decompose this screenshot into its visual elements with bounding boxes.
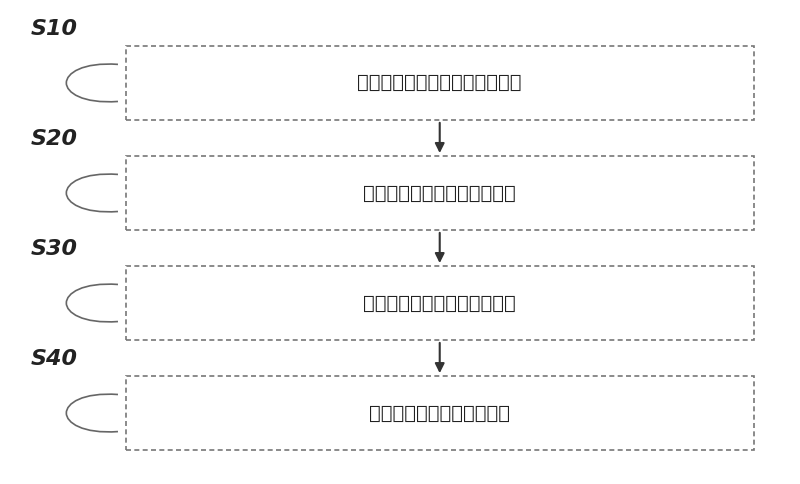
Text: 相变内存的周期性耗频均衡: 相变内存的周期性耗频均衡 xyxy=(370,404,510,423)
Text: 相变内存的物理内存回收管理: 相变内存的物理内存回收管理 xyxy=(363,293,516,313)
Text: 相变内存相关数据结构的初始化: 相变内存相关数据结构的初始化 xyxy=(358,74,522,92)
Bar xyxy=(126,266,754,340)
Bar xyxy=(126,376,754,450)
Bar xyxy=(126,156,754,230)
Text: 相变内存的物理内存分配管理: 相变内存的物理内存分配管理 xyxy=(363,183,516,202)
Bar xyxy=(126,46,754,120)
Text: S30: S30 xyxy=(30,239,78,259)
Text: S10: S10 xyxy=(30,19,78,39)
Text: S40: S40 xyxy=(30,349,78,369)
Text: S20: S20 xyxy=(30,129,78,149)
